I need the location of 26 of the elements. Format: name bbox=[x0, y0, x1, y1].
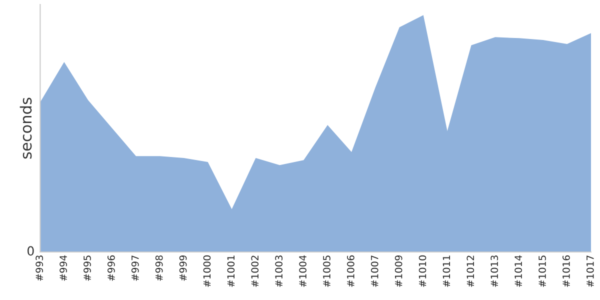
x-tick-label: #993 bbox=[36, 256, 44, 281]
x-tick-label: #1013 bbox=[490, 256, 498, 287]
x-tick-label: #997 bbox=[131, 256, 139, 281]
x-tick-label: #1009 bbox=[394, 255, 402, 287]
y-axis-title: seconds bbox=[20, 98, 32, 159]
x-tick-label: #1004 bbox=[299, 255, 306, 287]
x-tick-label: #1012 bbox=[466, 256, 474, 287]
x-tick-label: #995 bbox=[84, 256, 91, 281]
x-tick-label: #998 bbox=[155, 255, 163, 281]
x-tick-label: #1003 bbox=[275, 256, 282, 287]
x-tick-label: #1001 bbox=[227, 256, 235, 287]
x-tick-label: #1015 bbox=[538, 256, 546, 287]
x-tick-label: #996 bbox=[108, 255, 115, 281]
x-tick-label: #1010 bbox=[418, 255, 426, 287]
x-tick-label: #1011 bbox=[442, 256, 450, 287]
x-tick-label: #1014 bbox=[514, 255, 522, 287]
text: 0 bbox=[28, 246, 34, 256]
x-tick-label: #999 bbox=[179, 255, 187, 281]
x-tick-label: #1005 bbox=[323, 256, 330, 287]
x-tick-label: #1007 bbox=[370, 256, 378, 287]
x-tick-label: #1017 bbox=[586, 256, 594, 287]
x-tick-label: #1006 bbox=[346, 255, 354, 287]
x-tick-label: #1002 bbox=[251, 256, 259, 287]
x-tick-label: #1016 bbox=[562, 255, 570, 287]
x-tick-label: #1000 bbox=[203, 255, 211, 287]
x-tick-label: #994 bbox=[60, 255, 67, 281]
